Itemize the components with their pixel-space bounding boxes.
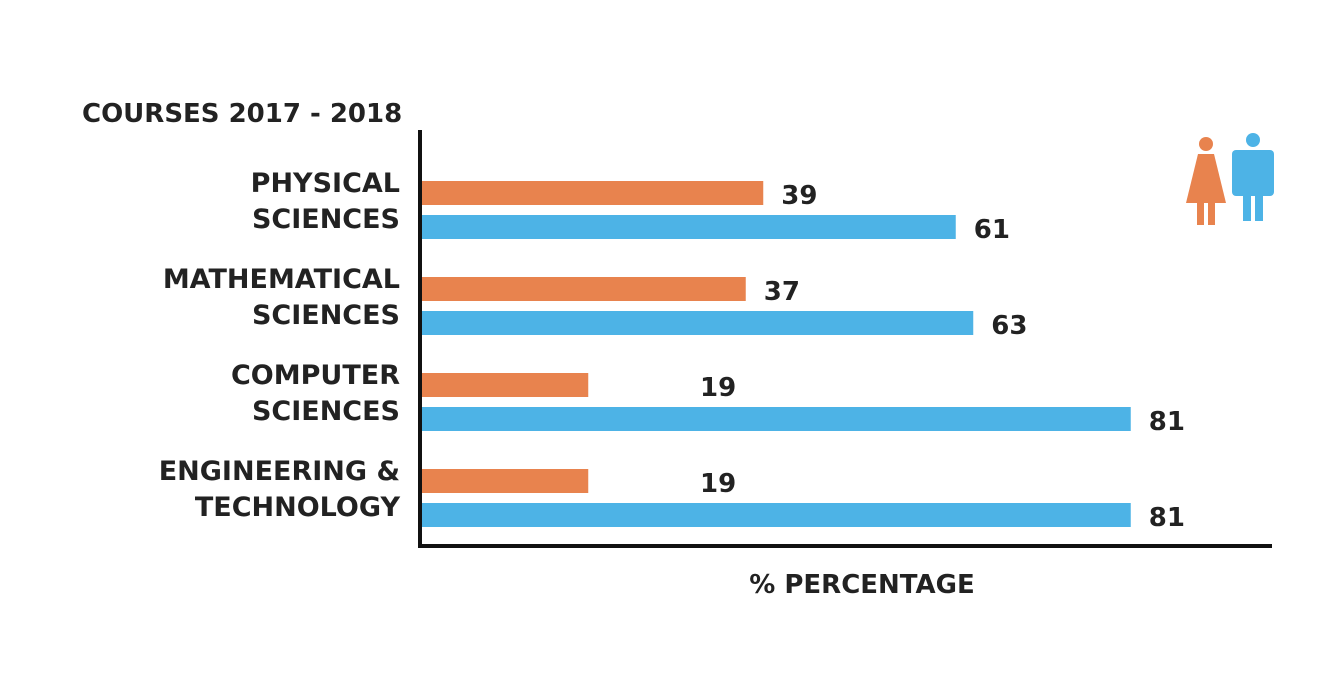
figure-leg: [1208, 201, 1215, 225]
category-label: COMPUTER: [231, 360, 400, 391]
male-figure-icon: [1232, 133, 1274, 221]
data-label: 19: [700, 373, 736, 403]
female-figure-icon: [1186, 137, 1226, 225]
data-label: 81: [1149, 407, 1185, 437]
data-label: 61: [974, 215, 1010, 245]
category-label: SCIENCES: [252, 204, 400, 235]
labels-layer: PHYSICAL SCIENCES 39 61 MATHEMATICAL SCIENCES…: [159, 168, 1185, 533]
category-label: SCIENCES: [252, 300, 400, 331]
figure-leg: [1197, 201, 1204, 225]
bar: [422, 181, 764, 205]
bars-layer: [422, 181, 1131, 527]
category-label: MATHEMATICAL: [163, 264, 400, 295]
figure-torso: [1232, 150, 1274, 196]
figure-leg: [1255, 193, 1263, 221]
bar: [422, 311, 974, 335]
category-label: TECHNOLOGY: [195, 492, 401, 523]
data-label: 81: [1149, 503, 1185, 533]
legend: [1186, 133, 1274, 225]
bar: [422, 373, 589, 397]
bar: [422, 407, 1131, 431]
chart-title: COURSES 2017 - 2018: [82, 99, 402, 129]
bar: [422, 469, 589, 493]
bar: [422, 215, 956, 239]
category-label: ENGINEERING &: [159, 456, 400, 487]
bar: [422, 277, 746, 301]
figure-leg: [1243, 193, 1251, 221]
data-label: 63: [991, 311, 1027, 341]
figure-head: [1199, 137, 1213, 151]
bar: [422, 503, 1131, 527]
data-label: 37: [764, 277, 800, 307]
data-label: 19: [700, 469, 736, 499]
figure-head: [1246, 133, 1260, 147]
x-axis-title: % PERCENTAGE: [749, 570, 974, 600]
category-label: SCIENCES: [252, 396, 400, 427]
data-label: 39: [781, 181, 817, 211]
category-label: PHYSICAL: [251, 168, 400, 199]
figure-dress: [1186, 154, 1226, 203]
